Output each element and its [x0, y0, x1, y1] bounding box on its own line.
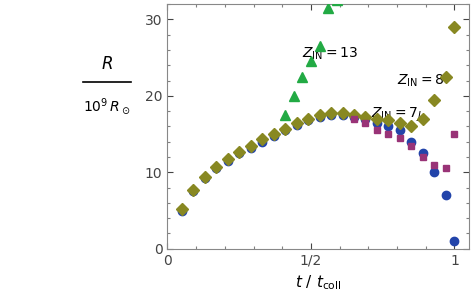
- Text: $R$: $R$: [101, 55, 113, 73]
- Text: $10^9\,R_\odot$: $10^9\,R_\odot$: [83, 97, 131, 118]
- Text: $Z_{\rm IN} = 7_J$: $Z_{\rm IN} = 7_J$: [371, 106, 422, 124]
- Text: $Z_{\rm IN} = 13$: $Z_{\rm IN} = 13$: [302, 46, 358, 62]
- X-axis label: $t\ /\ t_{\rm coll}$: $t\ /\ t_{\rm coll}$: [295, 273, 342, 292]
- Text: $Z_{\rm IN} = 8$: $Z_{\rm IN} = 8$: [397, 73, 444, 89]
